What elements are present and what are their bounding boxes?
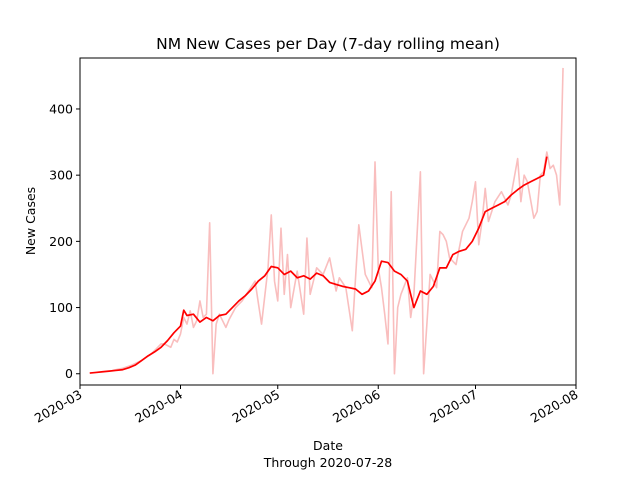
x-axis-label: Date [313, 438, 343, 453]
x-tick-label: 2020-03 [32, 387, 85, 426]
series-layer [89, 67, 564, 375]
y-axis: 0 100 200 300 400 [49, 101, 80, 381]
plot-area-frame [79, 57, 577, 386]
y-tick-label: 400 [49, 101, 73, 116]
y-tick-label: 300 [49, 168, 73, 183]
chart-title: NM New Cases per Day (7-day rolling mean… [156, 35, 500, 53]
x-tick-label: 2020-06 [330, 387, 383, 426]
x-axis: 2020-03 2020-04 2020-05 2020-06 2020-07 2020-… [32, 385, 581, 426]
x-axis-sublabel: Through 2020-07-28 [263, 455, 393, 470]
y-tick-label: 0 [65, 366, 73, 381]
rolling-mean-line [89, 156, 548, 374]
y-tick-label: 200 [49, 234, 73, 249]
x-tick-label: 2020-05 [230, 387, 283, 426]
x-tick-label: 2020-04 [132, 387, 185, 426]
x-tick-label: 2020-07 [427, 387, 480, 426]
daily-cases-line [112, 67, 564, 375]
x-tick-label: 2020-08 [528, 387, 581, 426]
y-tick-label: 100 [49, 300, 73, 315]
y-axis-label: New Cases [23, 187, 38, 255]
